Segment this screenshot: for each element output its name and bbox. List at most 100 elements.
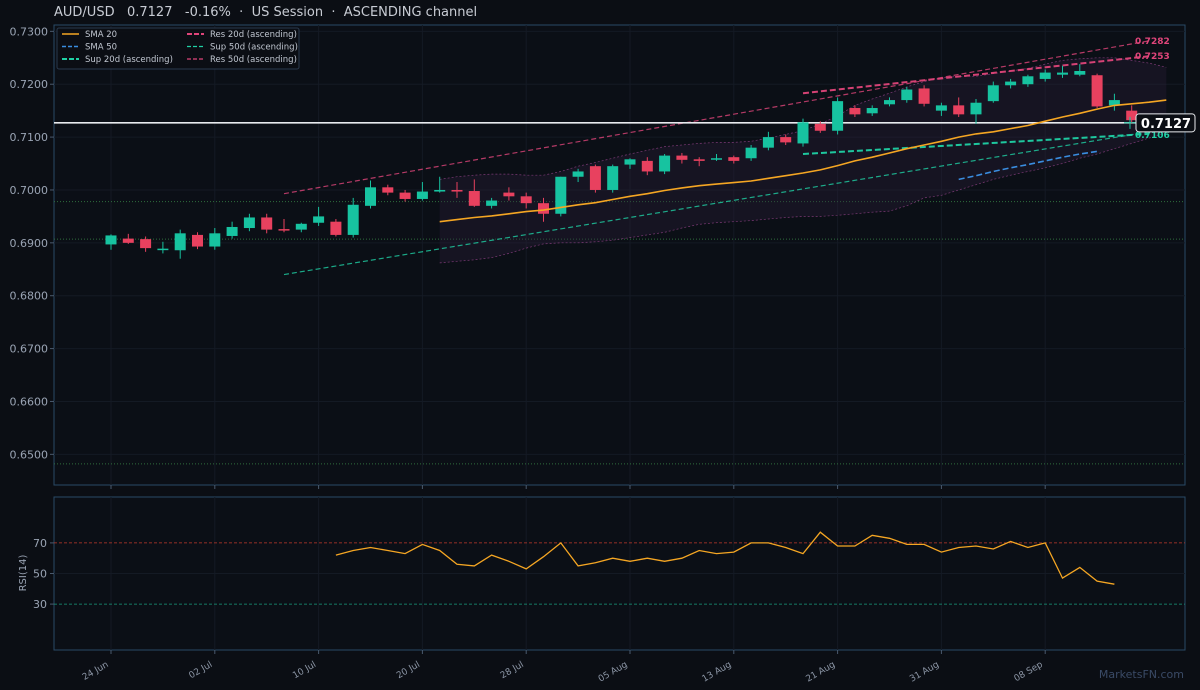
candle-body xyxy=(987,85,999,102)
candle-body xyxy=(209,233,221,247)
candle-body xyxy=(676,155,688,160)
rsi-tick-label: 50 xyxy=(33,568,47,581)
trendline-value-label: 0.7253 xyxy=(1135,52,1170,62)
y-tick-label: 0.6500 xyxy=(10,448,49,461)
candle-body xyxy=(261,217,273,230)
channel-label: ASCENDING channel xyxy=(343,5,478,20)
candle-body xyxy=(157,248,169,251)
candle-body xyxy=(693,159,705,161)
y-tick-label: 0.7100 xyxy=(10,131,49,144)
candle-body xyxy=(451,189,463,192)
candle-body xyxy=(832,101,844,131)
candle-body xyxy=(1005,81,1017,86)
candle-body xyxy=(624,159,636,165)
chart-title: AUD/USD 0.7127 -0.16% · US Session · ASC… xyxy=(54,5,477,20)
candle-body xyxy=(382,187,394,193)
candle-body xyxy=(1057,72,1068,75)
candle-body xyxy=(278,229,290,231)
price-label: 0.7127 xyxy=(126,5,173,20)
x-tick-label: 28 Jul xyxy=(499,660,526,681)
x-tick-label: 31 Aug xyxy=(908,660,941,685)
candle-body xyxy=(589,166,601,190)
candle-body xyxy=(555,176,567,214)
candle-body xyxy=(486,200,498,206)
candle-body xyxy=(538,203,549,214)
candle-body xyxy=(901,89,913,101)
x-tick-label: 08 Sep xyxy=(1013,660,1045,684)
candle-body xyxy=(814,123,826,131)
session-label: US Session xyxy=(251,5,324,20)
change-label: -0.16% xyxy=(184,5,231,20)
current-price-box xyxy=(1135,113,1196,133)
candle-body xyxy=(468,191,480,206)
legend-item-label: SMA 20 xyxy=(85,30,117,40)
y-tick-label: 0.7200 xyxy=(10,78,49,91)
bollinger-band-fill xyxy=(439,57,1167,263)
candle-body xyxy=(416,191,428,199)
trendline-res-20d-ascending xyxy=(802,55,1150,95)
candle-body xyxy=(1126,110,1138,121)
candle-body xyxy=(572,171,584,177)
x-tick-label: 24 Jun xyxy=(81,660,111,683)
rsi-axis-label: RSI(14) xyxy=(18,555,29,592)
candle-body xyxy=(122,238,134,243)
candle-body xyxy=(347,204,359,235)
y-tick-label: 0.6800 xyxy=(10,290,49,303)
candle-body xyxy=(330,221,342,235)
candle-body xyxy=(503,192,515,197)
candle-body xyxy=(1091,75,1103,107)
legend-item-label: Sup 50d (ascending) xyxy=(210,43,298,53)
x-tick-label: 10 Jul xyxy=(291,660,318,681)
candle-body xyxy=(797,122,809,144)
candle-body xyxy=(226,226,238,236)
trendline-value-label: 0.7106 xyxy=(1135,131,1170,141)
y-tick-label: 0.7000 xyxy=(10,184,49,197)
candle-body xyxy=(728,157,740,161)
candle-body xyxy=(953,105,965,115)
candle-body xyxy=(295,223,307,230)
candle-body xyxy=(313,216,325,223)
watermark: MarketsFN.com xyxy=(1098,668,1184,681)
candle-body xyxy=(970,102,982,115)
candle-body xyxy=(607,166,619,190)
candle-body xyxy=(918,88,930,104)
x-tick-label: 13 Aug xyxy=(701,660,734,685)
candle-body xyxy=(365,187,376,206)
candle-body xyxy=(1022,76,1034,85)
rsi-tick-label: 30 xyxy=(33,598,47,611)
candle-body xyxy=(174,233,186,251)
candle-body xyxy=(641,160,653,172)
x-tick-label: 21 Aug xyxy=(804,660,837,685)
candle-body xyxy=(399,192,411,199)
legend-item-label: Res 20d (ascending) xyxy=(210,30,297,40)
candle-body xyxy=(762,137,774,148)
candle-body xyxy=(243,217,255,229)
candle-body xyxy=(745,147,757,159)
rsi-tick-label: 70 xyxy=(33,537,47,550)
trendline-sup-50d-ascending xyxy=(283,131,1150,276)
legend-item-label: Res 50d (ascending) xyxy=(210,55,297,65)
sma-50-line xyxy=(958,150,1098,181)
candle-body xyxy=(849,108,861,115)
pair-label: AUD/USD xyxy=(54,5,115,20)
candle-body xyxy=(780,137,792,143)
y-tick-label: 0.6900 xyxy=(10,237,49,250)
x-tick-label: 20 Jul xyxy=(395,660,422,681)
candle-body xyxy=(1039,72,1051,79)
candle-body xyxy=(140,239,152,249)
y-tick-label: 0.6700 xyxy=(10,343,49,356)
title-separator: · xyxy=(239,5,244,20)
rsi-line xyxy=(335,531,1115,585)
legend-box xyxy=(56,27,300,70)
candle-body xyxy=(711,158,722,160)
title-separator: · xyxy=(331,5,336,20)
candle-body xyxy=(866,108,878,114)
price-panel xyxy=(53,24,1186,486)
candle-body xyxy=(434,189,446,192)
x-tick-label: 05 Aug xyxy=(597,660,630,685)
candle-body xyxy=(1108,100,1120,106)
candle-body xyxy=(659,155,671,172)
candle-body xyxy=(520,196,532,204)
